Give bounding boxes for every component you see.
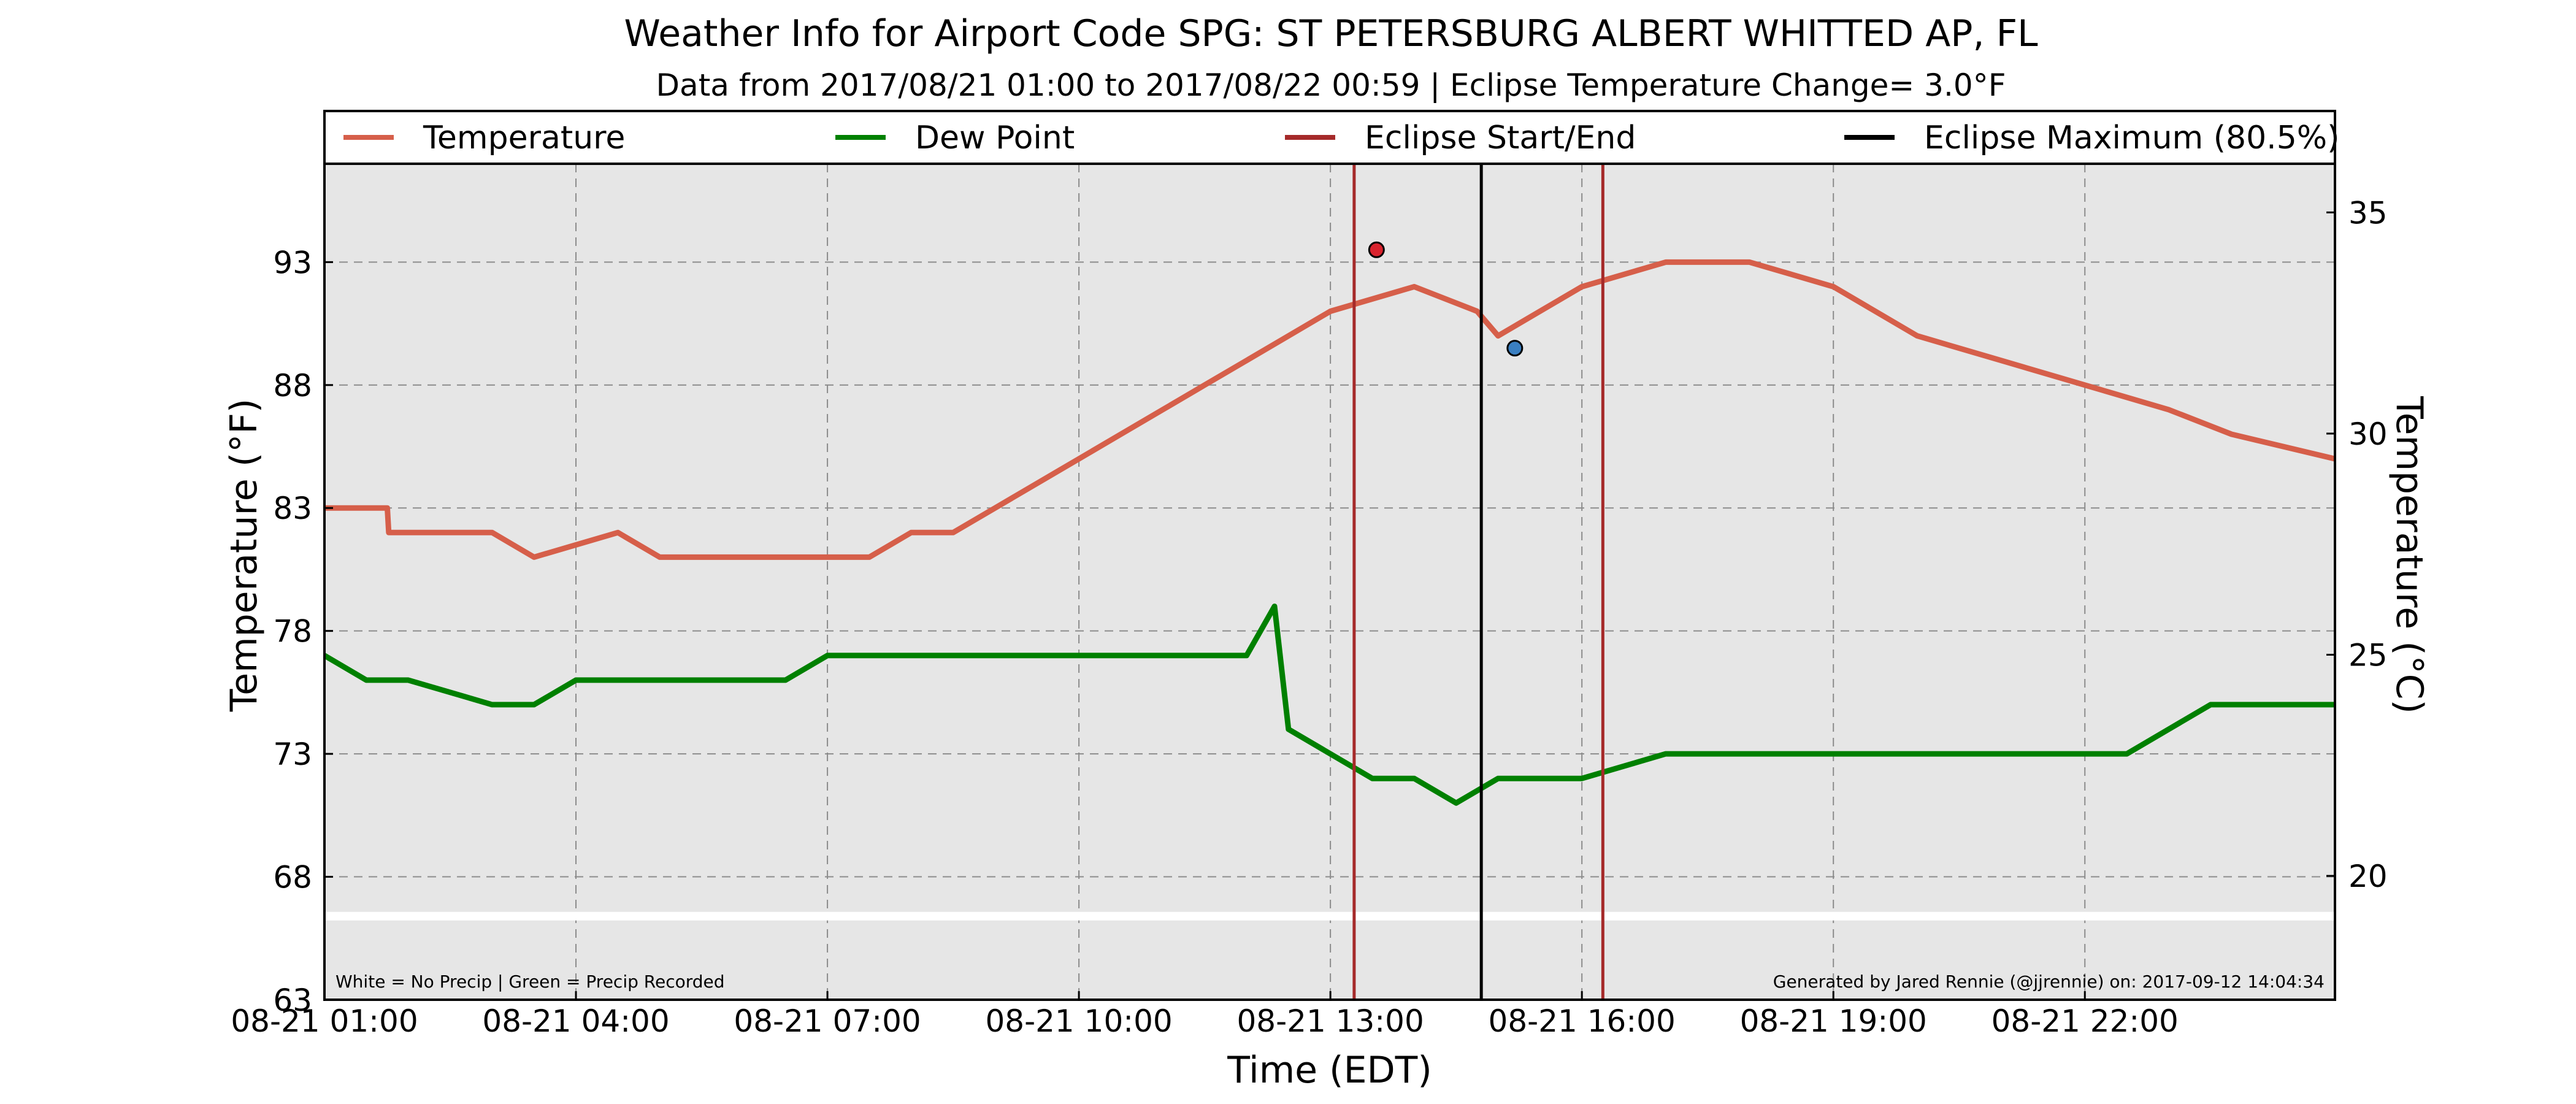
series-line-temperature: [324, 259, 2336, 560]
marker-max: [1368, 241, 1385, 258]
x-tick-label: 08-21 10:00: [985, 1003, 1172, 1039]
chart-title: Weather Info for Airport Code SPG: ST PE…: [624, 12, 2038, 55]
y-tick-label: 63: [273, 983, 312, 1018]
y2-axis-ticks: 20 25 30 35: [2326, 195, 2388, 894]
legend-label: Eclipse Maximum (80.5%): [1924, 120, 2339, 156]
footer-right-note: Generated by Jared Rennie (@jjrennie) on…: [1773, 972, 2325, 992]
legend: Temperature Dew Point Eclipse Start/End Ecl…: [343, 120, 2339, 156]
y2-axis-label: Temperature (°C): [2388, 396, 2431, 714]
y2-tick-label: 35: [2348, 195, 2388, 231]
y2-tick-label: 30: [2348, 416, 2388, 452]
y-axis-ticks: 63 68 73 78 83 88 93: [273, 245, 333, 1018]
y-tick-label: 68: [273, 860, 312, 895]
y-tick-label: 78: [273, 614, 312, 650]
y2-tick-label: 20: [2348, 859, 2388, 894]
x-tick-label: 08-21 13:00: [1236, 1003, 1424, 1039]
x-tick-label: 08-21 22:00: [1991, 1003, 2179, 1039]
eclipse-lines: [1352, 164, 1604, 1000]
x-tick-label: 08-21 01:00: [231, 1003, 418, 1039]
x-tick-label: 08-21 16:00: [1489, 1003, 1676, 1039]
plot-background: [324, 164, 2335, 1000]
y-tick-label: 73: [273, 737, 312, 772]
y-tick-label: 93: [273, 245, 312, 280]
y-axis-label: Temperature (°F): [223, 399, 266, 712]
x-axis-label: Time (EDT): [1227, 1049, 1432, 1092]
legend-label: Temperature: [423, 120, 625, 156]
x-tick-label: 08-21 07:00: [734, 1003, 921, 1039]
y-tick-label: 88: [273, 368, 312, 404]
extrema-markers: [1368, 241, 1524, 357]
legend-label: Dew Point: [915, 120, 1075, 156]
series-lines: [323, 259, 2336, 806]
x-axis-ticks: 08-21 01:00 08-21 04:00 08-21 07:00 08-21 1…: [231, 991, 2179, 1039]
series-line-dew-point: [323, 604, 2335, 806]
footer-left-note: White = No Precip | Green = Precip Recor…: [335, 972, 725, 992]
legend-label: Eclipse Start/End: [1365, 120, 1636, 156]
x-tick-label: 08-21 04:00: [482, 1003, 669, 1039]
y-tick-label: 83: [273, 491, 312, 526]
x-tick-label: 08-21 19:00: [1740, 1003, 1927, 1039]
y2-tick-label: 25: [2348, 637, 2388, 673]
marker-min: [1506, 340, 1524, 357]
chart-subtitle: Data from 2017/08/21 01:00 to 2017/08/22…: [656, 67, 2006, 103]
